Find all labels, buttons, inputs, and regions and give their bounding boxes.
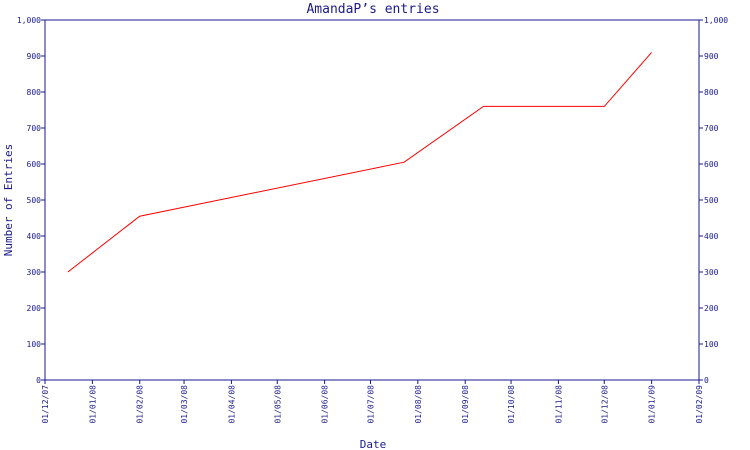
x-axis-label: Date	[360, 438, 387, 450]
y-tick-label-right: 500	[704, 196, 719, 205]
y-tick-label-left: 900	[27, 52, 42, 61]
y-tick-label-left: 400	[27, 232, 42, 241]
y-tick-label-left: 700	[27, 124, 42, 133]
x-tick-label: 01/08/08	[414, 385, 423, 424]
x-tick-label: 01/02/08	[136, 385, 145, 424]
chart-title: AmandaP’s entries	[306, 2, 439, 17]
y-tick-label-right: 0	[704, 376, 709, 385]
y-axis-label: Number of Entries	[2, 144, 15, 257]
x-tick-label: 01/01/08	[88, 385, 97, 424]
y-tick-label-left: 100	[27, 340, 42, 349]
y-tick-label-left: 600	[27, 160, 42, 169]
y-tick-label-left: 0	[36, 376, 41, 385]
x-tick-label: 01/01/09	[648, 385, 657, 424]
x-tick-label: 01/11/08	[554, 385, 563, 424]
y-tick-label-left: 500	[27, 196, 42, 205]
x-tick-label: 01/12/08	[600, 385, 609, 424]
x-tick-label: 01/10/08	[507, 385, 516, 424]
y-tick-label-right: 300	[704, 268, 719, 277]
series	[67, 52, 652, 273]
x-tick-label: 01/04/08	[227, 385, 236, 424]
y-tick-label-right: 900	[704, 52, 719, 61]
y-tick-label-left: 200	[27, 304, 42, 313]
x-tick-label: 01/02/09	[695, 385, 704, 424]
x-tick-label: 01/05/08	[273, 385, 282, 424]
y-tick-label-right: 1,000	[704, 16, 728, 25]
y-tick-label-right: 700	[704, 124, 719, 133]
series-line	[67, 52, 652, 273]
x-tick-label: 01/03/08	[180, 385, 189, 424]
x-tick-label: 01/12/07	[41, 385, 50, 424]
y-tick-label-right: 200	[704, 304, 719, 313]
y-tick-label-right: 100	[704, 340, 719, 349]
x-tick-label: 01/09/08	[461, 385, 470, 424]
ticks: 0 0 100 100 200 200 300 300 400 400 500 500 600 600 70…	[17, 16, 728, 424]
y-tick-label-left: 300	[27, 268, 42, 277]
x-tick-label: 01/06/08	[321, 385, 330, 424]
y-tick-label-right: 400	[704, 232, 719, 241]
y-tick-label-left: 1,000	[17, 16, 41, 25]
y-tick-label-right: 800	[704, 88, 719, 97]
y-tick-label-left: 800	[27, 88, 42, 97]
y-tick-label-right: 600	[704, 160, 719, 169]
plot-frame	[44, 19, 700, 381]
x-tick-label: 01/07/08	[366, 385, 375, 424]
